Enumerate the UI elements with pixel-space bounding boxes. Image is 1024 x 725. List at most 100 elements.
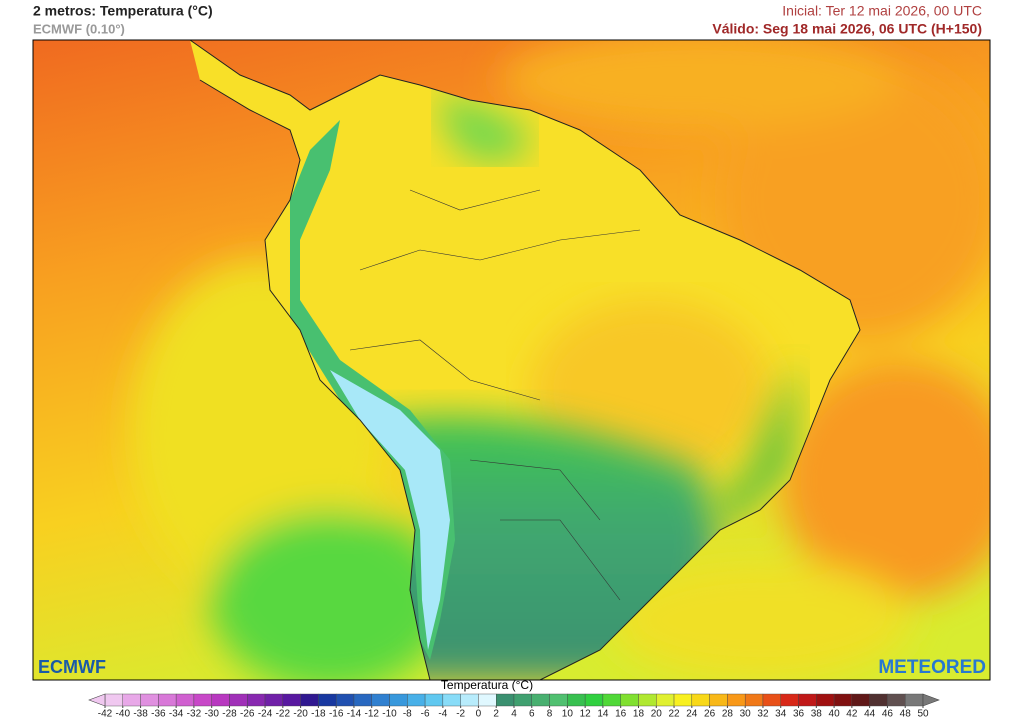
colorbar-segment (691, 693, 710, 707)
colorbar-segment (104, 693, 123, 707)
colorbar-segment (887, 693, 906, 707)
colorbar-segment (371, 693, 390, 707)
colorbar-segment (300, 693, 319, 707)
colorbar-segment (851, 693, 870, 707)
colorbar-tick-label: 20 (651, 709, 663, 720)
colorbar-tick-label: -6 (421, 709, 430, 720)
colorbar-arrow-high (922, 693, 940, 707)
colorbar-segment (833, 693, 853, 707)
colorbar-tick-label: -12 (365, 709, 380, 720)
colorbar-segment (175, 693, 195, 707)
colorbar-segment (211, 693, 230, 707)
colorbar-tick-label: 38 (811, 709, 823, 720)
colorbar-segment (513, 693, 532, 707)
colorbar-tick-label: -20 (293, 709, 308, 720)
colorbar-segment (673, 693, 693, 707)
colorbar-segment (407, 693, 426, 707)
colorbar-tick-label: 50 (917, 709, 929, 720)
valid-time: Válido: Seg 18 mai 2026, 06 UTC (H+150) (712, 21, 982, 37)
colorbar-tick-label: 18 (633, 709, 645, 720)
colorbar-tick-label: -10 (382, 709, 397, 720)
colorbar-tick-label: 10 (562, 709, 574, 720)
colorbar-segment (335, 693, 355, 707)
colorbar-arrow-low (88, 693, 106, 707)
colorbar-segment (442, 693, 461, 707)
colorbar-tick-label: 30 (740, 709, 752, 720)
colorbar-segment (229, 693, 248, 707)
colorbar-tick-label: -14 (347, 709, 362, 720)
colorbar-tick-label: 14 (597, 709, 609, 720)
colorbar-segment (798, 693, 817, 707)
colorbar-segment (282, 693, 301, 707)
colorbar-tick-label: 24 (686, 709, 698, 720)
initial-time: Inicial: Ter 12 mai 2026, 00 UTC (782, 3, 982, 19)
colorbar-tick-label: -36 (151, 709, 166, 720)
colorbar-segment (762, 693, 781, 707)
colorbar-segment (780, 693, 799, 707)
map (33, 40, 990, 680)
colorbar-segment (353, 693, 372, 707)
colorbar-tick-label: 22 (668, 709, 680, 720)
colorbar-segment (816, 693, 835, 707)
colorbar-segment (531, 693, 550, 707)
colorbar-tick-label: -2 (456, 709, 465, 720)
logo-meteored: METEORED (878, 657, 986, 678)
colorbar-tick-label: 44 (864, 709, 876, 720)
colorbar-tick-label: 36 (793, 709, 805, 720)
colorbar-segment (193, 693, 212, 707)
colorbar-tick-label: 28 (722, 709, 734, 720)
colorbar-segment (905, 693, 924, 707)
colorbar-segment (496, 693, 515, 707)
colorbar-segment (122, 693, 141, 707)
colorbar-segment (264, 693, 284, 707)
colorbar-segment (602, 693, 621, 707)
colorbar-label: Temperatura (°C) (441, 678, 533, 692)
colorbar-segment (869, 693, 888, 707)
colorbar-tick-label: -38 (133, 709, 148, 720)
colorbar-tick-label: -16 (329, 709, 344, 720)
colorbar-tick-label: -28 (222, 709, 237, 720)
colorbar-segment (140, 693, 159, 707)
colorbar-segment (620, 693, 639, 707)
colorbar-tick-label: 48 (900, 709, 912, 720)
colorbar-segment (656, 693, 675, 707)
subtitle: ECMWF (0.10°) (33, 21, 125, 36)
colorbar-tick-label: 40 (829, 709, 841, 720)
colorbar-tick-label: 8 (547, 709, 553, 720)
colorbar-segment (318, 693, 337, 707)
colorbar-segment (709, 693, 728, 707)
colorbar-tick-label: 6 (529, 709, 535, 720)
colorbar-segment (727, 693, 746, 707)
colorbar-tick-label: 46 (882, 709, 894, 720)
colorbar-tick-label: -18 (311, 709, 326, 720)
colorbar-segment (584, 693, 604, 707)
colorbar-segment (478, 693, 497, 707)
colorbar-tick-label: -24 (258, 709, 273, 720)
colorbar-tick-label: -30 (204, 709, 219, 720)
colorbar-tick-label: -34 (169, 709, 184, 720)
colorbar-tick-label: 42 (846, 709, 858, 720)
colorbar-tick-label: -42 (98, 709, 113, 720)
colorbar-tick-label: -40 (116, 709, 131, 720)
colorbar-tick-label: -32 (187, 709, 202, 720)
colorbar-segment (389, 693, 408, 707)
colorbar-tick-label: 16 (615, 709, 627, 720)
logo-ecmwf: ECMWF (38, 657, 106, 677)
colorbar-segment (638, 693, 657, 707)
colorbar-segment (158, 693, 177, 707)
colorbar-segment (567, 693, 586, 707)
title: 2 metros: Temperatura (°C) (33, 3, 213, 19)
colorbar-tick-label: 32 (757, 709, 769, 720)
colorbar: -42 -40 -38 -36 -34 -32 -30 -28 -26 -24 -22 -20 -18-… (88, 693, 940, 720)
colorbar-segment (744, 693, 764, 707)
colorbar-segment (424, 693, 444, 707)
colorbar-tick-label: -22 (276, 709, 291, 720)
map-frame (32, 39, 991, 681)
colorbar-segment (460, 693, 479, 707)
colorbar-tick-label: 26 (704, 709, 716, 720)
colorbar-tick-label: -26 (240, 709, 255, 720)
colorbar-tick-label: 2 (493, 709, 499, 720)
colorbar-tick-label: 4 (511, 709, 517, 720)
colorbar-tick-label: 12 (580, 709, 592, 720)
